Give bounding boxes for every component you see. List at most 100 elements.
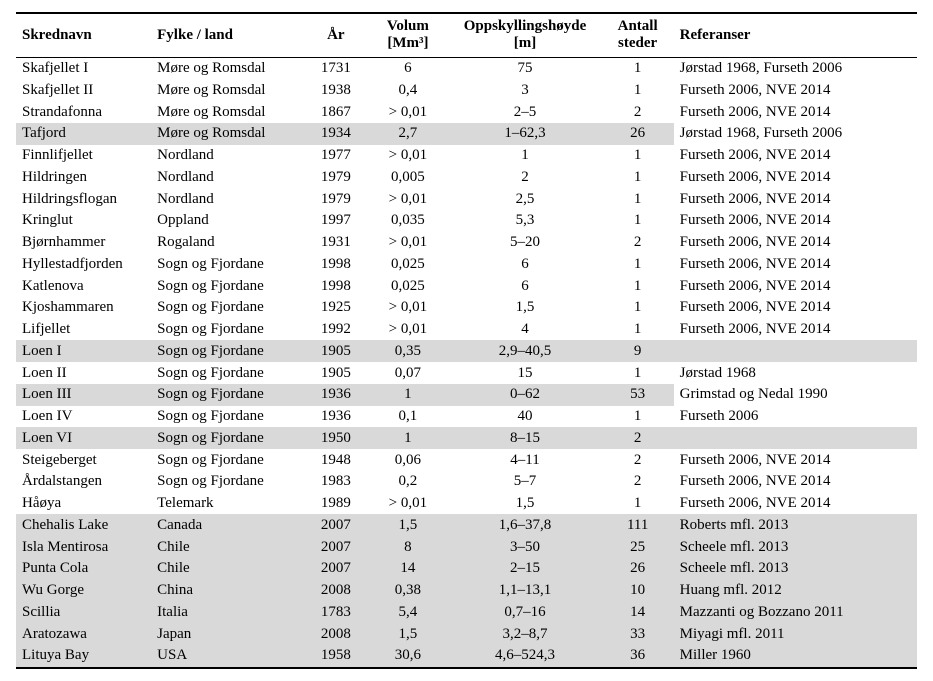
cell-vol: > 0,01: [367, 188, 448, 210]
cell-vol: 0,025: [367, 253, 448, 275]
cell-ref: Scheele mfl. 2013: [674, 536, 917, 558]
col-header-fylke: Fylke / land: [151, 13, 304, 57]
cell-ref: Huang mfl. 2012: [674, 580, 917, 602]
cell-year: 1936: [304, 384, 367, 406]
cell-name: Hildringsflogan: [16, 188, 151, 210]
cell-name: Punta Cola: [16, 558, 151, 580]
cell-opp: 1–62,3: [448, 123, 601, 145]
cell-opp: 3: [448, 79, 601, 101]
cell-opp: 6: [448, 275, 601, 297]
cell-name: Tafjord: [16, 123, 151, 145]
cell-ant: 10: [602, 580, 674, 602]
cell-vol: 0,2: [367, 471, 448, 493]
cell-fylke: Sogn og Fjordane: [151, 471, 304, 493]
cell-ant: 2: [602, 449, 674, 471]
cell-vol: 0,005: [367, 166, 448, 188]
cell-fylke: Møre og Romsdal: [151, 123, 304, 145]
cell-opp: 3–50: [448, 536, 601, 558]
cell-fylke: Sogn og Fjordane: [151, 427, 304, 449]
cell-year: 1998: [304, 253, 367, 275]
cell-ant: 111: [602, 514, 674, 536]
cell-name: Hyllestadfjorden: [16, 253, 151, 275]
cell-fylke: Sogn og Fjordane: [151, 253, 304, 275]
table-row: Skafjellet IIMøre og Romsdal19380,431Fur…: [16, 79, 917, 101]
cell-name: Isla Mentirosa: [16, 536, 151, 558]
cell-year: 1905: [304, 362, 367, 384]
table-row: AratozawaJapan20081,53,2–8,733Miyagi mfl…: [16, 623, 917, 645]
col-header-name: Skrednavn: [16, 13, 151, 57]
cell-year: 1938: [304, 79, 367, 101]
table-row: LifjelletSogn og Fjordane1992> 0,0141Fur…: [16, 319, 917, 341]
cell-ref: Miyagi mfl. 2011: [674, 623, 917, 645]
cell-vol: 0,4: [367, 79, 448, 101]
cell-year: 1977: [304, 145, 367, 167]
cell-year: 1989: [304, 493, 367, 515]
cell-ref: Furseth 2006, NVE 2014: [674, 493, 917, 515]
cell-fylke: Chile: [151, 536, 304, 558]
table-row: HildringsfloganNordland1979> 0,012,51Fur…: [16, 188, 917, 210]
cell-fylke: Sogn og Fjordane: [151, 319, 304, 341]
cell-year: 1997: [304, 210, 367, 232]
cell-ref: Furseth 2006, NVE 2014: [674, 210, 917, 232]
cell-year: 1931: [304, 232, 367, 254]
cell-opp: 4–11: [448, 449, 601, 471]
col-header-opp: Oppskyllingshøyde[m]: [448, 13, 601, 57]
cell-ant: 1: [602, 406, 674, 428]
cell-year: 1979: [304, 188, 367, 210]
cell-ant: 1: [602, 57, 674, 79]
cell-ant: 2: [602, 427, 674, 449]
table-row: HildringenNordland19790,00521Furseth 200…: [16, 166, 917, 188]
cell-ant: 2: [602, 471, 674, 493]
cell-name: Steigeberget: [16, 449, 151, 471]
cell-opp: 2,5: [448, 188, 601, 210]
cell-vol: 0,06: [367, 449, 448, 471]
table-row: Loen IIISogn og Fjordane193610–6253Grims…: [16, 384, 917, 406]
table-row: ScilliaItalia17835,40,7–1614Mazzanti og …: [16, 601, 917, 623]
cell-vol: > 0,01: [367, 145, 448, 167]
cell-vol: 1: [367, 427, 448, 449]
cell-year: 1934: [304, 123, 367, 145]
cell-vol: > 0,01: [367, 101, 448, 123]
cell-opp: 1,5: [448, 297, 601, 319]
cell-name: Finnlifjellet: [16, 145, 151, 167]
cell-ref: Furseth 2006, NVE 2014: [674, 188, 917, 210]
cell-fylke: Sogn og Fjordane: [151, 275, 304, 297]
cell-opp: 40: [448, 406, 601, 428]
cell-opp: 5–20: [448, 232, 601, 254]
cell-name: Katlenova: [16, 275, 151, 297]
table-row: Chehalis LakeCanada20071,51,6–37,8111Rob…: [16, 514, 917, 536]
cell-ant: 53: [602, 384, 674, 406]
table-row: KringlutOppland19970,0355,31Furseth 2006…: [16, 210, 917, 232]
cell-opp: 1: [448, 145, 601, 167]
cell-vol: 0,025: [367, 275, 448, 297]
cell-ref: Furseth 2006, NVE 2014: [674, 145, 917, 167]
cell-ref: Furseth 2006, NVE 2014: [674, 319, 917, 341]
cell-fylke: Nordland: [151, 145, 304, 167]
cell-name: Strandafonna: [16, 101, 151, 123]
cell-vol: 0,035: [367, 210, 448, 232]
cell-year: 1958: [304, 645, 367, 668]
cell-year: 1979: [304, 166, 367, 188]
cell-year: 2008: [304, 623, 367, 645]
cell-ref: Miller 1960: [674, 645, 917, 668]
cell-name: Scillia: [16, 601, 151, 623]
table-row: Skafjellet IMøre og Romsdal17316751Jørst…: [16, 57, 917, 79]
cell-ant: 25: [602, 536, 674, 558]
cell-name: Aratozawa: [16, 623, 151, 645]
cell-fylke: Chile: [151, 558, 304, 580]
cell-ant: 1: [602, 253, 674, 275]
cell-fylke: Nordland: [151, 166, 304, 188]
table-row: TafjordMøre og Romsdal19342,71–62,326Jør…: [16, 123, 917, 145]
table-row: Loen VISogn og Fjordane195018–152: [16, 427, 917, 449]
table-row: Loen IVSogn og Fjordane19360,1401Furseth…: [16, 406, 917, 428]
cell-name: Loen III: [16, 384, 151, 406]
cell-ref: Jørstad 1968: [674, 362, 917, 384]
cell-ref: Jørstad 1968, Furseth 2006: [674, 57, 917, 79]
cell-vol: 8: [367, 536, 448, 558]
col-header-vol: Volum[Mm³]: [367, 13, 448, 57]
cell-fylke: Rogaland: [151, 232, 304, 254]
table-row: StrandafonnaMøre og Romsdal1867> 0,012–5…: [16, 101, 917, 123]
table-row: KjoshammarenSogn og Fjordane1925> 0,011,…: [16, 297, 917, 319]
cell-name: Chehalis Lake: [16, 514, 151, 536]
table-row: HyllestadfjordenSogn og Fjordane19980,02…: [16, 253, 917, 275]
